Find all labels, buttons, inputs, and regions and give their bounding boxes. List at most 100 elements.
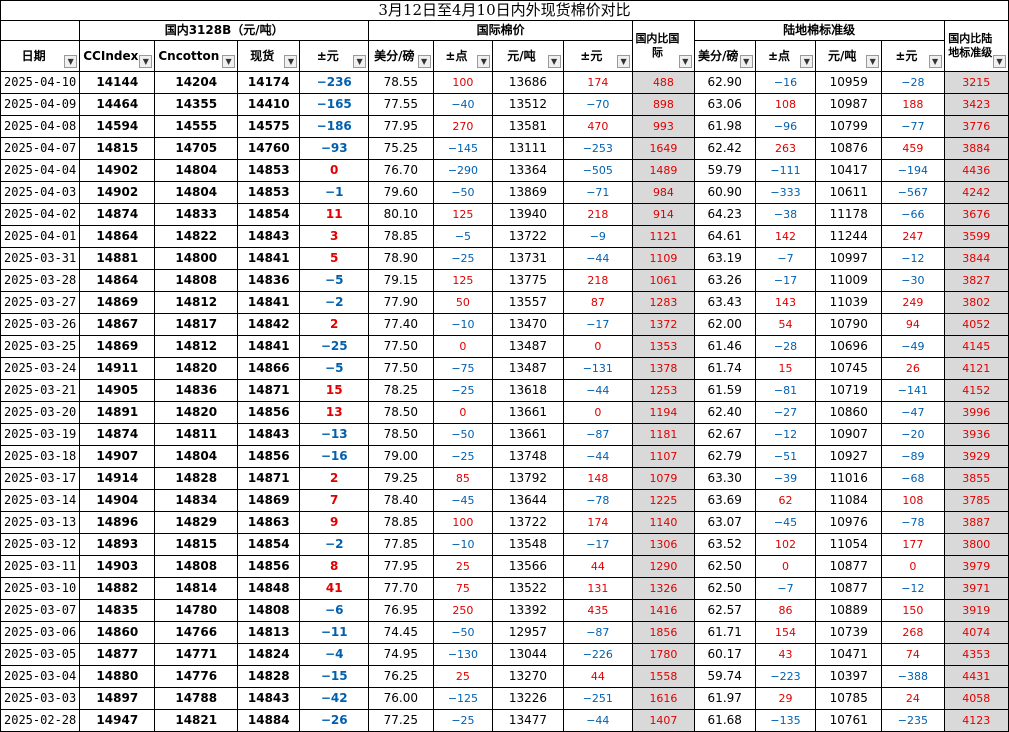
- cell-land-cents[interactable]: 63.30: [693, 467, 756, 490]
- cell-land-cents[interactable]: 63.26: [693, 269, 756, 292]
- cell-intl-yuan[interactable]: 13581: [492, 115, 564, 138]
- cell-intl-change[interactable]: −251: [562, 687, 634, 710]
- cell-compare-land[interactable]: 4052: [943, 313, 1009, 336]
- cell-land-cents[interactable]: 63.06: [693, 93, 756, 116]
- filter-dropdown-icon[interactable]: ▼: [928, 55, 942, 68]
- col-ccindex[interactable]: CCIndex ▼: [79, 40, 156, 72]
- cell-intl-cents[interactable]: 77.95: [368, 115, 434, 138]
- cell-land-points[interactable]: −16: [754, 71, 817, 94]
- cell-land-change[interactable]: −235: [881, 709, 945, 732]
- cell-land-change[interactable]: 150: [881, 599, 945, 622]
- cell-spot[interactable]: 14871: [237, 467, 301, 490]
- cell-land-yuan[interactable]: 10877: [815, 555, 883, 578]
- cell-date[interactable]: 2025-03-25: [0, 335, 81, 358]
- cell-ccindex[interactable]: 14874: [79, 423, 156, 446]
- cell-intl-points[interactable]: 125: [432, 203, 494, 226]
- cell-intl-points[interactable]: 0: [432, 401, 494, 424]
- cell-intl-change[interactable]: −87: [562, 621, 634, 644]
- cell-compare-intl[interactable]: 1290: [632, 555, 695, 578]
- cell-intl-cents[interactable]: 78.85: [368, 511, 434, 534]
- cell-intl-change[interactable]: −226: [562, 643, 634, 666]
- cell-intl-points[interactable]: −25: [432, 445, 494, 468]
- cell-land-points[interactable]: −27: [754, 401, 817, 424]
- cell-land-yuan[interactable]: 10907: [815, 423, 883, 446]
- filter-dropdown-icon[interactable]: ▼: [222, 55, 236, 68]
- cell-intl-change[interactable]: −87: [562, 423, 634, 446]
- cell-land-points[interactable]: −12: [754, 423, 817, 446]
- cell-compare-land[interactable]: 4074: [943, 621, 1009, 644]
- filter-dropdown-icon[interactable]: ▼: [417, 55, 431, 68]
- cell-spot[interactable]: 14869: [237, 489, 301, 512]
- cell-intl-points[interactable]: 0: [432, 335, 494, 358]
- cell-compare-intl[interactable]: 1194: [632, 401, 695, 424]
- cell-spot-change[interactable]: −16: [299, 445, 370, 468]
- cell-spot[interactable]: 14854: [237, 533, 301, 556]
- cell-ccindex[interactable]: 14903: [79, 555, 156, 578]
- cell-land-change[interactable]: −77: [881, 115, 945, 138]
- cell-land-yuan[interactable]: 10761: [815, 709, 883, 732]
- cell-spot-change[interactable]: 13: [299, 401, 370, 424]
- cell-land-yuan[interactable]: 10739: [815, 621, 883, 644]
- cell-spot[interactable]: 14848: [237, 577, 301, 600]
- cell-date[interactable]: 2025-03-13: [0, 511, 81, 534]
- cell-compare-intl[interactable]: 1109: [632, 247, 695, 270]
- cell-land-change[interactable]: 188: [881, 93, 945, 116]
- cell-intl-cents[interactable]: 79.60: [368, 181, 434, 204]
- col-spot[interactable]: 现货 ▼: [237, 40, 301, 72]
- cell-land-change[interactable]: −12: [881, 247, 945, 270]
- cell-land-points[interactable]: 86: [754, 599, 817, 622]
- cell-spot[interactable]: 14856: [237, 555, 301, 578]
- cell-land-cents[interactable]: 62.50: [693, 577, 756, 600]
- cell-intl-change[interactable]: −253: [562, 137, 634, 160]
- cell-intl-points[interactable]: 250: [432, 599, 494, 622]
- cell-cncotton[interactable]: 14780: [154, 599, 239, 622]
- group-international[interactable]: 国际棉价: [368, 20, 634, 41]
- cell-spot[interactable]: 14841: [237, 291, 301, 314]
- cell-intl-points[interactable]: 25: [432, 665, 494, 688]
- page-title[interactable]: 3月12日至4月10日内外现货棉价对比: [0, 0, 1009, 21]
- cell-intl-yuan[interactable]: 13618: [492, 379, 564, 402]
- cell-compare-intl[interactable]: 1225: [632, 489, 695, 512]
- cell-land-cents[interactable]: 61.74: [693, 357, 756, 380]
- cell-intl-points[interactable]: −290: [432, 159, 494, 182]
- cell-ccindex[interactable]: 14891: [79, 401, 156, 424]
- cell-date[interactable]: 2025-04-03: [0, 181, 81, 204]
- cell-land-change[interactable]: 26: [881, 357, 945, 380]
- cell-compare-land[interactable]: 3423: [943, 93, 1009, 116]
- cell-spot[interactable]: 14410: [237, 93, 301, 116]
- cell-land-yuan[interactable]: 10745: [815, 357, 883, 380]
- cell-intl-points[interactable]: −50: [432, 181, 494, 204]
- cell-intl-yuan[interactable]: 13364: [492, 159, 564, 182]
- cell-spot[interactable]: 14824: [237, 643, 301, 666]
- cell-compare-land[interactable]: 3971: [943, 577, 1009, 600]
- cell-intl-change[interactable]: 44: [562, 555, 634, 578]
- cell-compare-intl[interactable]: 1378: [632, 357, 695, 380]
- cell-intl-points[interactable]: −40: [432, 93, 494, 116]
- cell-date[interactable]: 2025-03-07: [0, 599, 81, 622]
- cell-intl-yuan[interactable]: 13522: [492, 577, 564, 600]
- cell-intl-cents[interactable]: 78.40: [368, 489, 434, 512]
- cell-land-change[interactable]: 249: [881, 291, 945, 314]
- cell-intl-points[interactable]: 100: [432, 71, 494, 94]
- cell-land-change[interactable]: 268: [881, 621, 945, 644]
- col-intl-points[interactable]: ±点 ▼: [432, 40, 494, 72]
- cell-intl-yuan[interactable]: 13869: [492, 181, 564, 204]
- cell-intl-change[interactable]: 174: [562, 71, 634, 94]
- cell-intl-yuan[interactable]: 13487: [492, 357, 564, 380]
- cell-date[interactable]: 2025-04-02: [0, 203, 81, 226]
- cell-ccindex[interactable]: 14815: [79, 137, 156, 160]
- cell-spot-change[interactable]: 7: [299, 489, 370, 512]
- cell-date[interactable]: 2025-03-12: [0, 533, 81, 556]
- cell-compare-land[interactable]: 3936: [943, 423, 1009, 446]
- cell-spot-change[interactable]: −4: [299, 643, 370, 666]
- cell-intl-change[interactable]: 131: [562, 577, 634, 600]
- cell-land-cents[interactable]: 63.07: [693, 511, 756, 534]
- cell-spot-change[interactable]: 0: [299, 159, 370, 182]
- filter-dropdown-icon[interactable]: ▼: [477, 55, 491, 68]
- cell-spot[interactable]: 14841: [237, 335, 301, 358]
- cell-compare-land[interactable]: 3884: [943, 137, 1009, 160]
- cell-compare-land[interactable]: 4121: [943, 357, 1009, 380]
- cell-cncotton[interactable]: 14817: [154, 313, 239, 336]
- cell-intl-points[interactable]: −130: [432, 643, 494, 666]
- cell-date[interactable]: 2025-04-04: [0, 159, 81, 182]
